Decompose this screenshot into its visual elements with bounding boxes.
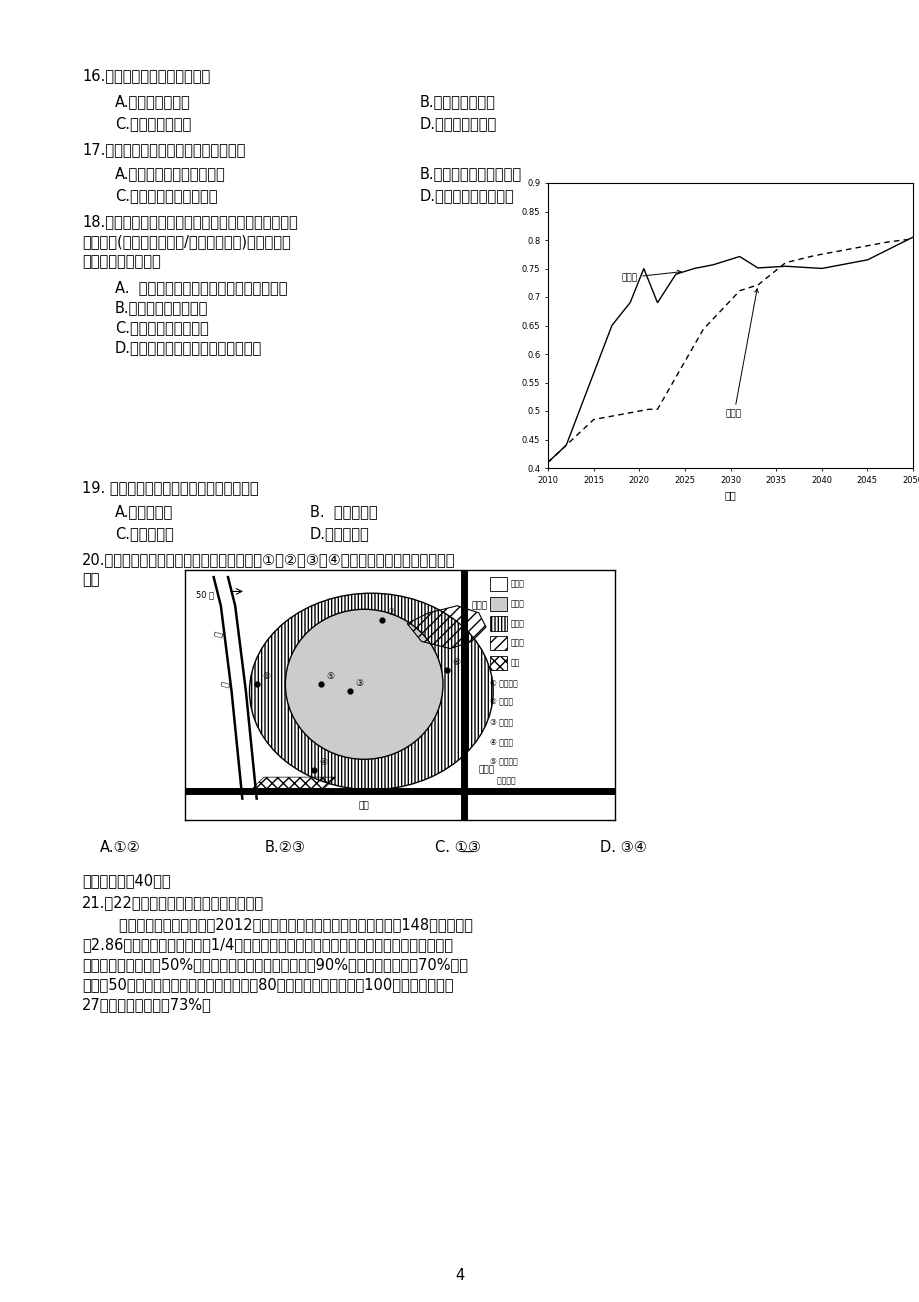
Text: D.劳动力人数增加，抚养比立即减小: D.劳动力人数增加，抚养比立即减小 — [115, 340, 262, 355]
Text: A.降低家庭抵御风险的能力: A.降低家庭抵御风险的能力 — [115, 165, 225, 181]
Text: 模型一: 模型一 — [725, 289, 757, 419]
Text: 行业占工业总产值的50%。煤炭约占河北能源消耗总量的90%，远高于国家的近70%的水: 行业占工业总产值的50%。煤炭约占河北能源消耗总量的90%，远高于国家的近70%… — [82, 957, 468, 973]
Text: 能2.86亿吨，产能超过全国的1/4，除钢铁外，电力、热力、石油加工、炼焦、化学原料等: 能2.86亿吨，产能超过全国的1/4，除钢铁外，电力、热力、石油加工、炼焦、化学… — [82, 937, 452, 952]
Text: 公　路: 公 路 — [478, 766, 494, 775]
Text: 27亿立方米，减幅达73%。: 27亿立方米，减幅达73%。 — [82, 997, 211, 1012]
Text: C.保持合理的劳动力规模: C.保持合理的劳动力规模 — [115, 187, 217, 203]
Text: 模型二: 模型二 — [620, 271, 680, 283]
Text: 4: 4 — [455, 1268, 464, 1282]
Text: 客运总站: 客运总站 — [489, 776, 515, 785]
Bar — [489, 596, 507, 611]
Text: 流: 流 — [221, 681, 231, 687]
Text: ③: ③ — [355, 680, 363, 687]
Text: 50 米: 50 米 — [196, 591, 213, 599]
Text: D.城市化进程加快: D.城市化进程加快 — [420, 116, 496, 132]
Text: 口抚养比(非劳动力人口数/劳动力人口数)变化模型，: 口抚养比(非劳动力人口数/劳动力人口数)变化模型， — [82, 234, 290, 249]
Bar — [489, 577, 507, 591]
Text: C.劳动力数量变化最快: C.劳动力数量变化最快 — [115, 320, 209, 335]
Text: 工业区: 工业区 — [511, 618, 525, 628]
Text: ① 小造纸厂: ① 小造纸厂 — [489, 678, 516, 687]
Text: 风景区: 风景区 — [511, 639, 525, 647]
Text: 商业区: 商业区 — [511, 579, 525, 589]
Text: 港区: 港区 — [511, 659, 520, 668]
Text: 17.此项政策实施，带来的影响最可能是: 17.此项政策实施，带来的影响最可能是 — [82, 142, 245, 158]
Text: 平。近50年来，河北省年平均降水量减少了80毫米，入境水量由年均100亿立方米锐减到: 平。近50年来，河北省年平均降水量减少了80毫米，入境水量由年均100亿立方米锐… — [82, 976, 453, 992]
Text: ⑤ 长途汽车: ⑤ 长途汽车 — [489, 756, 516, 766]
Text: 河北是钢铁大省，截止到2012年底，全省有冶炼能力的钢铁企业共计148家，粗钢产: 河北是钢铁大省，截止到2012年底，全省有冶炼能力的钢铁企业共计148家，粗钢产 — [82, 917, 472, 932]
Text: 住宅区: 住宅区 — [511, 599, 525, 608]
Text: B.  干冷能消霾: B. 干冷能消霾 — [310, 504, 377, 519]
Text: —: — — [460, 846, 473, 861]
Text: ②: ② — [387, 608, 395, 617]
Text: 河: 河 — [214, 630, 224, 638]
Ellipse shape — [249, 594, 493, 789]
Text: C.环境承载力提高: C.环境承载力提高 — [115, 116, 191, 132]
Text: 说明人口政策改变后: 说明人口政策改变后 — [82, 254, 161, 270]
Text: D. ③④: D. ③④ — [599, 840, 646, 855]
Text: A.①②: A.①② — [100, 840, 141, 855]
Text: C.高压能消霾: C.高压能消霾 — [115, 526, 174, 542]
Text: 21.（22分）读图文材料，回答下列问题。: 21.（22分）读图文材料，回答下列问题。 — [82, 894, 264, 910]
Bar — [489, 637, 507, 651]
Text: A.降温能消霾: A.降温能消霾 — [115, 504, 173, 519]
Text: 19. 重霾天，人们期盼冷空气来临，是因为: 19. 重霾天，人们期盼冷空气来临，是因为 — [82, 480, 258, 495]
Text: B.使得人口增长模式转型: B.使得人口增长模式转型 — [420, 165, 522, 181]
Text: ③ 服装厂: ③ 服装厂 — [489, 717, 512, 727]
Text: B.劳动力负担一直增加: B.劳动力负担一直增加 — [115, 299, 208, 315]
Text: D.大风能消霾: D.大风能消霾 — [310, 526, 369, 542]
Text: 18.右图模型一、模型二分别是该政策改变前、后的人: 18.右图模型一、模型二分别是该政策改变前、后的人 — [82, 214, 298, 229]
Text: 火车站: 火车站 — [471, 602, 487, 611]
Text: B.人口老龄化加剧: B.人口老龄化加剧 — [420, 94, 495, 109]
Text: ④: ④ — [319, 758, 327, 767]
X-axis label: 年份: 年份 — [724, 490, 735, 500]
Bar — [489, 616, 507, 630]
Text: 公路: 公路 — [358, 801, 369, 810]
Text: 的是: 的是 — [82, 572, 99, 587]
Text: D.加剧性别不均衡状况: D.加剧性别不均衡状况 — [420, 187, 515, 203]
Text: ①: ① — [262, 672, 270, 681]
Text: 二．综合题（40分）: 二．综合题（40分） — [82, 874, 170, 888]
Text: ⑤: ⑤ — [326, 672, 335, 681]
Text: 16.我国启动此项政策的国情是: 16.我国启动此项政策的国情是 — [82, 68, 210, 83]
Text: A.  低龄人口增长较快，导致前期负担加重: A. 低龄人口增长较快，导致前期负担加重 — [115, 280, 288, 296]
Ellipse shape — [285, 609, 443, 759]
Bar — [489, 656, 507, 671]
Text: A.人口死亡率增高: A.人口死亡率增高 — [115, 94, 190, 109]
Text: ⑥: ⑥ — [451, 658, 460, 667]
Text: C. ①③: C. ①③ — [435, 840, 481, 855]
Text: ② 采石厂: ② 采石厂 — [489, 698, 512, 707]
Text: 20.下图是太湖平原某城市空间结构示意图。①、②、③、④四地中，工业布局相对较合理: 20.下图是太湖平原某城市空间结构示意图。①、②、③、④四地中，工业布局相对较合… — [82, 552, 455, 566]
Text: ④ 钢铁厂: ④ 钢铁厂 — [489, 737, 512, 746]
Text: B.②③: B.②③ — [265, 840, 305, 855]
